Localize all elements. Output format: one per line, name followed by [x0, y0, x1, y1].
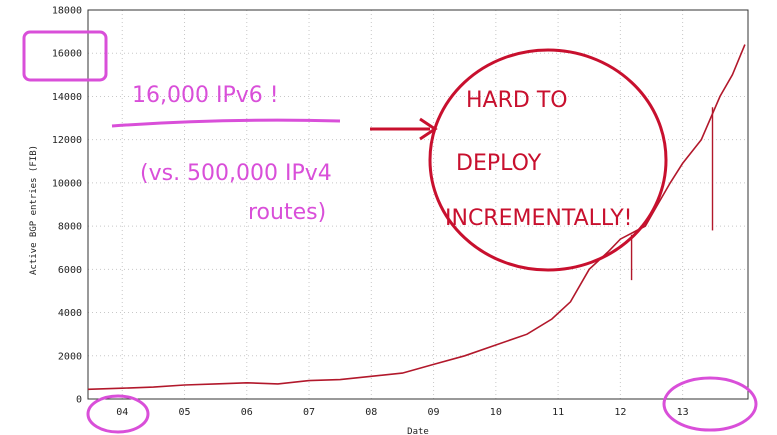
pink-note-line2: (vs. 500,000 IPv4 — [140, 161, 332, 186]
red-circle — [428, 48, 668, 272]
y-tick-label: 6000 — [58, 265, 82, 276]
y-tick-label: 14000 — [52, 92, 82, 103]
red-annotation-group: HARD TO DEPLOY INCREMENTALLY! — [370, 48, 668, 272]
x-axis-ticks: 04 05 06 07 08 09 10 11 12 13 — [116, 407, 688, 418]
red-note-line1: HARD TO — [466, 88, 568, 113]
spikes-group — [630, 107, 714, 281]
x-tick-label: 13 — [677, 407, 689, 418]
y-tick-label: 2000 — [58, 351, 82, 362]
y-tick-label: 16000 — [52, 49, 82, 60]
series-group — [87, 44, 746, 391]
pink-annotation-group: 16,000 IPv6 ! (vs. 500,000 IPv4 routes) — [22, 30, 758, 434]
x-tick-label: 11 — [552, 407, 564, 418]
x-tick-label: 08 — [365, 407, 377, 418]
y-tick-label: 0 — [76, 395, 82, 406]
y-tick-label: 18000 — [52, 6, 82, 17]
red-note-line2: DEPLOY — [456, 151, 542, 176]
pink-circle-04 — [86, 394, 150, 434]
x-tick-label: 05 — [178, 407, 190, 418]
pink-circle-13 — [662, 376, 758, 432]
x-tick-label: 12 — [614, 407, 626, 418]
x-tick-label: 07 — [303, 407, 315, 418]
series-line — [87, 44, 746, 391]
x-tick-label: 10 — [490, 407, 502, 418]
red-note-line3: INCREMENTALLY! — [445, 206, 632, 231]
x-tick-label: 09 — [428, 407, 440, 418]
y-tick-label: 8000 — [58, 222, 82, 233]
y-axis-ticks: 0 2000 4000 6000 8000 10000 12000 14000 16000 180… — [52, 6, 82, 406]
x-tick-label: 06 — [241, 407, 253, 418]
plot-frame — [87, 9, 749, 400]
x-axis-label: Date — [407, 427, 429, 435]
y-tick-label: 10000 — [52, 178, 82, 189]
pink-note-line1: 16,000 IPv6 ! — [132, 83, 279, 108]
pink-note-line3: routes) — [248, 200, 326, 225]
y-axis-label: Active BGP entries (FIB) — [29, 145, 39, 275]
pink-box-around-16000-tick — [22, 30, 108, 82]
x-tick-label: 04 — [116, 407, 128, 418]
pink-underline — [111, 118, 341, 128]
y-tick-label: 4000 — [58, 308, 82, 319]
y-tick-label: 12000 — [52, 135, 82, 146]
